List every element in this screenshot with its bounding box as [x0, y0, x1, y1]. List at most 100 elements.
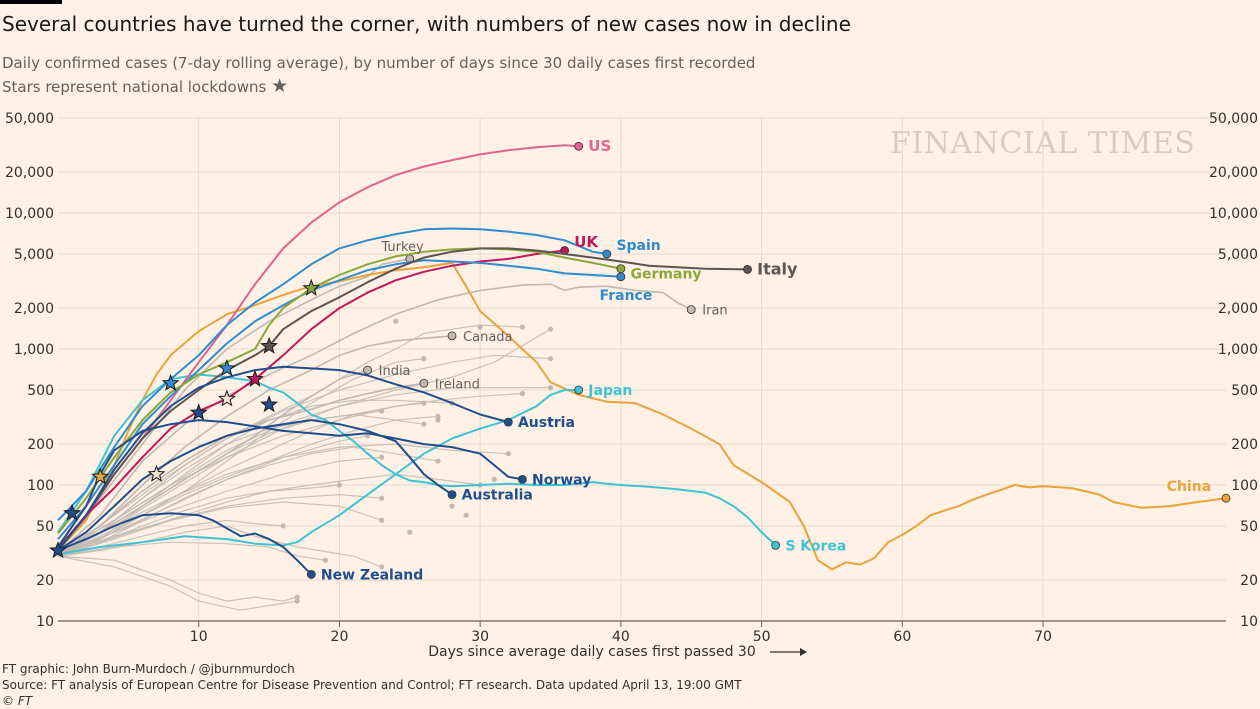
y-tick-label-left: 1,000: [14, 342, 54, 358]
y-tick-label-left: 200: [27, 437, 54, 453]
lockdown-star-icon: [91, 467, 110, 485]
grey-country-endpoint: [322, 557, 328, 563]
y-tick-label-left: 10,000: [5, 206, 54, 222]
series-endpoint-norway: [517, 474, 527, 484]
series-label-ireland: Ireland: [435, 377, 480, 392]
grey-country-endpoint: [379, 517, 385, 523]
grey-country-endpoint: [294, 594, 300, 600]
y-tick-label-left: 50: [36, 519, 54, 535]
y-tick-label-left: 500: [27, 383, 54, 399]
y-tick-label-right: 500: [1231, 383, 1258, 399]
grey-country-endpoint: [294, 598, 300, 604]
y-tick-label-right: 10: [1240, 614, 1258, 630]
series-endpoint-japan: [574, 385, 584, 395]
lockdown-note: Stars represent national lockdowns: [2, 78, 267, 96]
y-tick-label-right: 200: [1231, 437, 1258, 453]
grey-country-line: [57, 354, 551, 557]
grey-country-line: [57, 446, 439, 557]
grey-country-endpoint: [421, 400, 427, 406]
x-tick-label: 50: [753, 629, 771, 645]
x-tick-label: 30: [471, 629, 489, 645]
series-endpoint-australia: [447, 490, 457, 500]
grey-country-line: [57, 541, 326, 561]
chart-subtitle-lockdown: Stars represent national lockdowns ★: [2, 75, 288, 97]
footer-credit: FT graphic: John Burn-Murdoch / @jburnmu…: [2, 662, 295, 676]
footer-copyright: © FT: [2, 694, 33, 708]
series-line-new-zealand: [57, 512, 313, 576]
grey-country-endpoint: [463, 512, 469, 518]
grey-country-endpoint: [505, 451, 511, 457]
x-tick-label: 60: [893, 629, 911, 645]
grey-country-line: [57, 415, 439, 557]
lockdown-star-icon: [189, 403, 208, 421]
series-line-italy: [57, 247, 748, 552]
lockdown-star-icon: [260, 395, 279, 413]
lockdown-star-icon: [147, 464, 166, 482]
series-line-canada: [57, 335, 453, 553]
y-tick-label-right: 20,000: [1209, 165, 1258, 181]
grey-country-line: [57, 525, 382, 568]
lockdown-star-icon: [260, 336, 279, 354]
y-tick-label-left: 50,000: [5, 111, 54, 127]
lockdown-star-icon: [217, 358, 236, 377]
series-line-india: [57, 369, 368, 554]
grey-country-endpoint: [379, 454, 385, 460]
series-label-germany: Germany: [631, 266, 702, 282]
grey-country-endpoint: [519, 391, 525, 397]
footer-source: Source: FT analysis of European Centre f…: [2, 678, 742, 692]
grey-country-endpoint: [379, 408, 385, 414]
series-endpoint-new-zealand: [306, 570, 316, 579]
y-tick-label-left: 2,000: [14, 301, 54, 317]
series-endpoint-s-korea: [771, 540, 781, 550]
grey-country-line: [57, 328, 551, 557]
series-label-new-zealand: New Zealand: [321, 567, 423, 583]
x-tick-label: 20: [331, 629, 349, 645]
grey-country-endpoint: [435, 458, 441, 464]
series-endpoint-germany: [616, 264, 626, 274]
y-tick-label-left: 20,000: [5, 165, 54, 181]
grey-country-endpoint: [379, 564, 385, 570]
y-tick-label-right: 10,000: [1209, 206, 1258, 222]
series-label-india: India: [379, 364, 411, 379]
series-endpoint-austria: [503, 417, 513, 427]
y-tick-label-right: 20: [1240, 573, 1258, 589]
series-label-norway: Norway: [532, 472, 591, 488]
x-tick-label: 40: [612, 629, 630, 645]
lockdown-star-icon: [49, 541, 67, 559]
x-tick-label: 70: [1034, 629, 1052, 645]
series-label-japan: Japan: [587, 383, 632, 399]
series-label-china: China: [1167, 479, 1211, 495]
series-endpoint-india: [363, 365, 372, 375]
series-line-iran: [57, 283, 692, 553]
series-line-ireland: [57, 382, 425, 555]
grey-country-endpoint: [407, 529, 413, 535]
top-accent-bar: [0, 0, 62, 4]
series-endpoint-italy: [743, 265, 752, 274]
grey-country-line: [57, 456, 382, 555]
series-label-austria: Austria: [518, 415, 575, 431]
grey-country-endpoint: [519, 324, 525, 330]
series-endpoint-spain: [602, 249, 612, 259]
series-label-spain: Spain: [616, 238, 660, 254]
y-tick-label-right: 100: [1231, 478, 1258, 494]
y-tick-label-left: 10: [36, 614, 54, 630]
series-line-turkey: [57, 258, 410, 552]
series-line-japan: [57, 389, 579, 556]
chart-subtitle: Daily confirmed cases (7-day rolling ave…: [2, 54, 756, 72]
grey-country-line: [57, 473, 481, 557]
grey-country-endpoint: [280, 523, 286, 529]
y-tick-label-left: 20: [36, 573, 54, 589]
grey-country-line: [57, 555, 298, 602]
grey-country-endpoint: [547, 356, 554, 362]
series-label-s-korea: S Korea: [785, 538, 846, 554]
series-line-norway: [57, 419, 523, 548]
grey-country-endpoint: [435, 417, 441, 423]
star-legend-icon: ★: [271, 75, 289, 97]
series-endpoint-canada: [447, 331, 457, 341]
x-axis-arrow-head: [800, 648, 807, 656]
series-label-turkey: Turkey: [380, 240, 424, 255]
grey-country-endpoint: [421, 356, 427, 362]
grey-country-endpoint: [435, 413, 441, 419]
y-tick-label-right: 50,000: [1209, 111, 1258, 127]
